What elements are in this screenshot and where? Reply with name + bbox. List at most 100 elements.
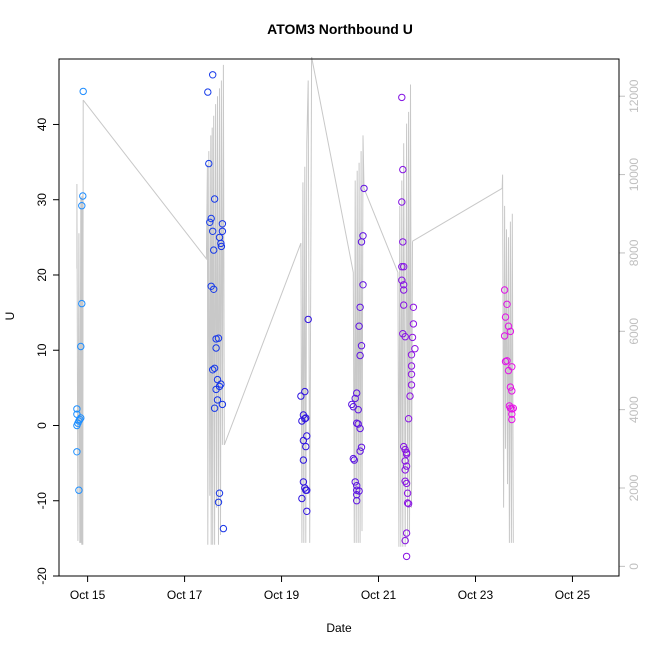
data-point: [214, 334, 223, 342]
data-point: [78, 299, 86, 308]
data-point: [298, 494, 306, 503]
data-point: [402, 462, 411, 470]
x-tick-label: Oct 21: [361, 588, 397, 602]
data-point: [350, 456, 358, 464]
data-point: [401, 536, 409, 545]
data-point: [205, 159, 213, 168]
data-point: [500, 286, 509, 294]
data-point: [210, 246, 218, 254]
y-tick-label: 40: [35, 117, 49, 131]
data-point: [401, 466, 409, 474]
x-axis-label: Date: [326, 621, 352, 635]
data-point: [356, 447, 364, 455]
data-point: [349, 454, 357, 463]
data-point: [356, 424, 364, 433]
data-point: [304, 315, 312, 324]
data-point: [401, 477, 409, 485]
data-point: [398, 93, 406, 102]
data-point: [411, 345, 419, 353]
y2-tick-label: 2000: [627, 474, 641, 501]
data-point: [73, 405, 81, 413]
data-point: [402, 552, 411, 561]
data-point: [355, 487, 363, 495]
data-point: [209, 71, 217, 79]
data-point: [76, 415, 84, 424]
data-point: [215, 489, 224, 497]
data-point: [299, 456, 308, 464]
data-point: [404, 500, 413, 508]
data-point: [210, 285, 218, 293]
data-point: [353, 497, 361, 505]
data-point: [355, 322, 363, 330]
data-point: [218, 220, 227, 228]
data-point: [78, 202, 86, 210]
data-point: [398, 263, 406, 271]
data-point: [217, 239, 225, 248]
data-point: [217, 242, 226, 251]
data-point: [77, 342, 85, 351]
secondary-line-segment: [412, 174, 514, 543]
data-point: [402, 479, 411, 488]
data-point: [302, 414, 310, 422]
data-point: [508, 363, 516, 371]
data-point: [301, 387, 309, 396]
data-point: [407, 370, 416, 378]
data-point: [209, 227, 217, 236]
data-point: [354, 406, 362, 414]
x-tick-label: Oct 23: [458, 588, 494, 602]
data-point: [79, 192, 87, 200]
data-point: [210, 404, 219, 412]
data-point: [212, 344, 220, 352]
y2-tick-label: 12000: [627, 79, 641, 113]
data-point: [503, 357, 511, 365]
y-tick-label: -10: [35, 492, 49, 510]
x-tick-label: Oct 19: [264, 588, 300, 602]
y-tick-label: 30: [35, 193, 49, 207]
data-point: [404, 415, 413, 423]
y2-tick-label: 10000: [627, 158, 641, 192]
data-point: [403, 489, 412, 497]
y2-tick-label: 6000: [627, 318, 641, 345]
x-tick-label: Oct 25: [555, 588, 591, 602]
data-point: [407, 351, 416, 359]
y-axis-label: U: [3, 312, 17, 321]
secondary-line-segment: [82, 64, 225, 545]
data-point: [357, 342, 366, 350]
data-point: [214, 498, 223, 506]
data-point: [356, 303, 364, 311]
data-point: [303, 507, 311, 515]
data-point: [360, 184, 368, 193]
data-point: [400, 286, 408, 294]
data-point: [508, 387, 516, 395]
y-tick-label: 0: [35, 422, 49, 429]
data-point: [219, 524, 228, 533]
data-point: [210, 364, 219, 372]
chart-title: ATOM3 Northbound U: [267, 21, 413, 37]
data-point: [504, 322, 513, 330]
data-point: [302, 442, 310, 451]
data-point: [408, 333, 417, 342]
secondary-series-layer: [76, 56, 514, 547]
data-point: [353, 389, 361, 397]
secondary-line-segment: [76, 100, 84, 545]
data-point: [409, 303, 418, 311]
data-point: [351, 394, 359, 403]
data-point: [500, 332, 509, 340]
data-point: [301, 415, 309, 423]
data-point: [73, 448, 81, 456]
data-point: [77, 414, 85, 422]
data-point: [359, 281, 367, 289]
data-point: [359, 232, 367, 240]
data-point: [303, 432, 311, 440]
data-point: [357, 443, 366, 451]
data-point: [399, 165, 407, 174]
axes-layer: -20 -10 0 10 20 30 40 0 2000 4000 6000 8000 10000 120…: [35, 79, 641, 602]
data-point: [403, 499, 412, 507]
data-point: [398, 276, 406, 284]
data-point: [398, 198, 406, 206]
data-point: [297, 392, 305, 400]
data-point: [508, 415, 516, 424]
data-point: [407, 381, 416, 389]
